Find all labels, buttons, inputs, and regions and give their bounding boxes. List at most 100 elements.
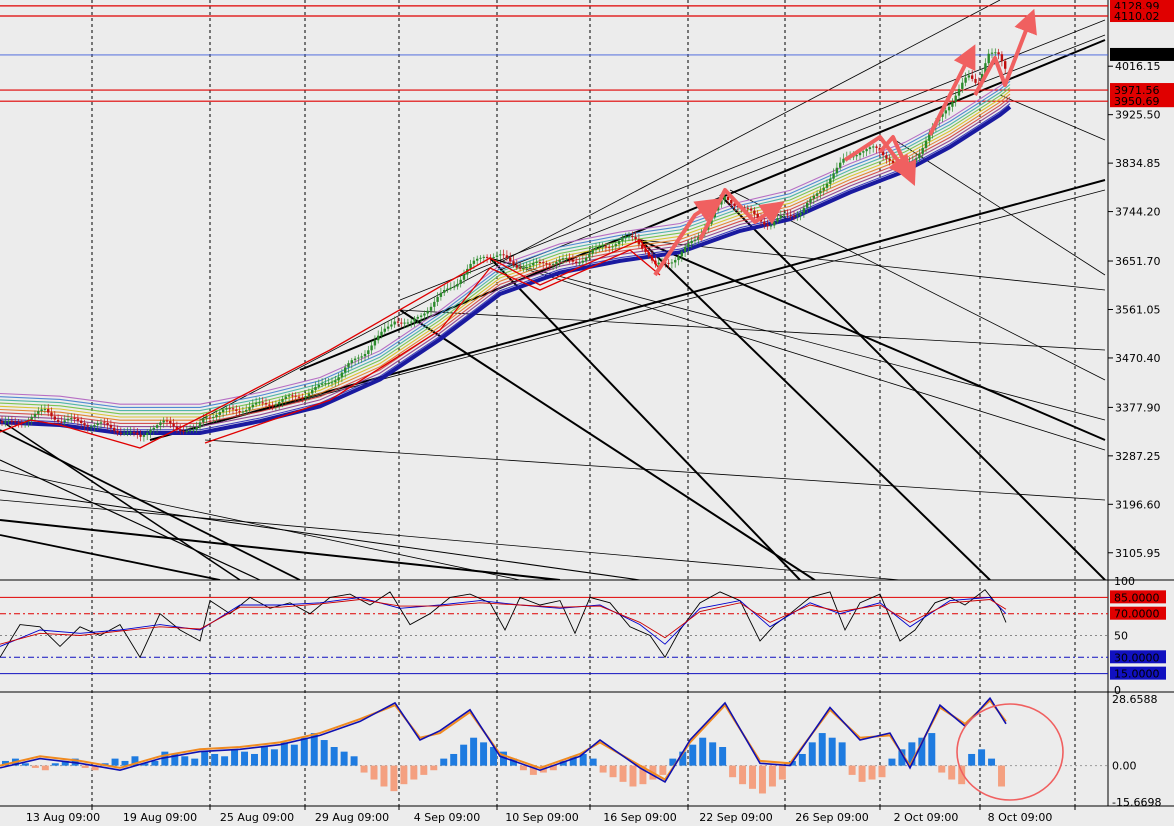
candle-body	[693, 239, 697, 241]
candle	[251, 399, 254, 410]
candle	[30, 413, 33, 425]
candle-body	[842, 158, 845, 163]
price-tick-label: 3470.40	[1115, 352, 1161, 365]
price-tag-label: 3971.56	[1114, 84, 1160, 97]
candle	[677, 254, 680, 266]
drawn-arrow	[653, 198, 720, 277]
candle-body	[337, 377, 340, 381]
candle	[386, 321, 390, 332]
candle-body	[895, 162, 898, 165]
candle-body	[581, 260, 584, 263]
candle	[789, 210, 792, 220]
candle	[317, 379, 320, 390]
candle-body	[515, 265, 518, 268]
macd-histogram-bar	[978, 749, 986, 766]
macd-histogram-bar	[768, 765, 776, 787]
candle	[284, 394, 287, 405]
time-tick-label: 16 Sep 09:00	[603, 811, 676, 824]
macd-histogram-bar	[111, 758, 119, 766]
candle-body	[14, 421, 17, 423]
candle	[538, 258, 542, 268]
macd-histogram-bar	[958, 765, 966, 785]
candle-body	[86, 425, 89, 427]
candle-body	[538, 261, 542, 263]
macd-histogram-bar	[260, 747, 268, 766]
candle	[987, 49, 990, 68]
candle	[875, 144, 878, 154]
macd-tick-label: 28.6588	[1112, 693, 1158, 706]
candle	[403, 318, 406, 328]
candle	[436, 292, 439, 306]
candle-body	[822, 187, 825, 191]
candle	[611, 243, 614, 253]
candle-body	[947, 106, 951, 111]
candle-body	[512, 261, 515, 266]
trendline	[399, 19, 1106, 301]
candle-body	[132, 432, 136, 434]
trendline	[0, 469, 521, 580]
candle-body	[410, 321, 413, 323]
candle-body	[598, 246, 601, 248]
candle-body	[304, 396, 307, 398]
candle-body	[287, 395, 291, 397]
candle	[885, 151, 888, 164]
rsi-level-tag	[1110, 666, 1166, 680]
candle	[172, 418, 175, 431]
trendline	[0, 419, 241, 580]
macd-histogram-bar	[828, 737, 836, 766]
candle	[330, 377, 334, 387]
drawn-arrow	[843, 135, 913, 180]
candle-body	[380, 331, 383, 336]
candle-body	[320, 383, 324, 385]
candle-body	[63, 420, 66, 422]
time-tick-label: 4 Sep 09:00	[414, 811, 480, 824]
candle-body	[96, 423, 99, 426]
candle	[70, 413, 73, 423]
candle-body	[429, 306, 433, 311]
candle-body	[301, 397, 304, 399]
candle	[502, 249, 505, 260]
candle-body	[479, 257, 482, 259]
candle	[245, 404, 248, 415]
price-tick-label: 3561.05	[1115, 303, 1161, 316]
candle	[198, 417, 202, 431]
candle	[749, 205, 753, 216]
rsi-tick-label: 0	[1114, 684, 1121, 697]
trendline	[0, 534, 221, 580]
candle	[126, 427, 129, 437]
candle-body	[83, 423, 86, 426]
candle-body	[819, 190, 822, 194]
time-tick-label: 13 Aug 09:00	[26, 811, 100, 824]
price-tag	[1110, 0, 1174, 12]
candle	[235, 405, 238, 416]
candle	[624, 232, 627, 244]
candle	[832, 168, 835, 183]
candle-body	[175, 426, 179, 430]
candle	[142, 431, 146, 442]
candle-body	[908, 162, 911, 165]
candle-body	[251, 404, 254, 408]
ma-line	[0, 87, 1011, 415]
candle-body	[690, 240, 693, 244]
candle	[390, 319, 393, 330]
candle-body	[357, 357, 360, 359]
trendline	[399, 309, 817, 580]
candle-body	[228, 408, 231, 410]
candle-body	[627, 236, 631, 238]
candle-body	[829, 178, 832, 184]
trendline	[0, 459, 261, 580]
candle-body	[944, 110, 947, 114]
candle	[581, 255, 584, 265]
macd-histogram-bar	[330, 747, 338, 766]
candle	[459, 274, 462, 288]
candle	[116, 425, 119, 436]
macd-histogram-bar	[988, 758, 996, 766]
candle	[182, 425, 185, 435]
candle	[429, 302, 433, 316]
candle-body	[459, 279, 462, 284]
candle-body	[855, 155, 858, 157]
candle-body	[862, 151, 865, 153]
candle-body	[353, 358, 357, 361]
